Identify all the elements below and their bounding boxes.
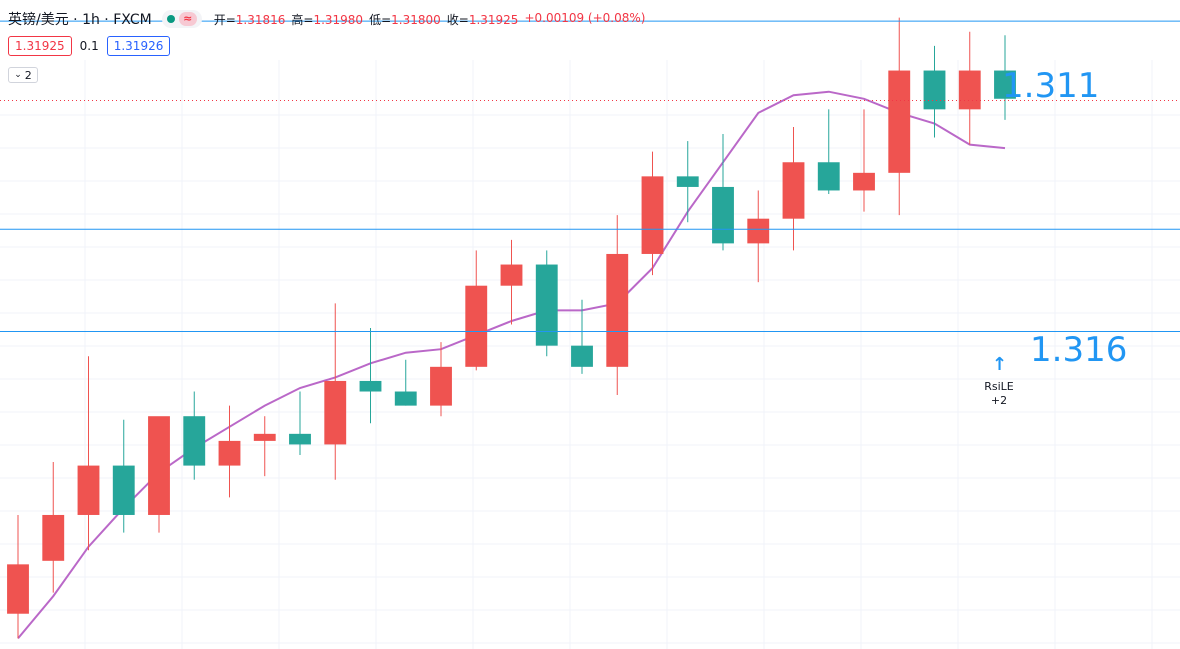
candle-body	[148, 416, 170, 515]
candle-body	[289, 433, 311, 445]
ohlc-high: 高=1.31980	[291, 11, 363, 28]
candle-body	[782, 162, 805, 219]
level-label-mid: 1.316	[1030, 330, 1128, 370]
high-label: 高=	[291, 12, 314, 27]
indicators-count: 2	[24, 68, 32, 82]
candle-body	[994, 70, 1016, 99]
status-pill[interactable]: ≈	[161, 10, 202, 28]
low-label: 低=	[369, 12, 392, 27]
candle-body	[853, 172, 875, 191]
candle-body	[676, 176, 699, 187]
signal-qty: +2	[990, 394, 1008, 407]
candle-body	[77, 465, 100, 515]
candle-body	[888, 70, 911, 173]
signal-name: RsiLE	[984, 380, 1014, 393]
market-status[interactable]: ≈	[161, 10, 202, 28]
close-label: 收=	[446, 12, 469, 27]
close-value: 1.31925	[468, 12, 519, 27]
chart-grid	[0, 60, 1180, 649]
market-open-dot-icon	[166, 15, 175, 23]
candle-body	[7, 564, 29, 614]
ohlc-values: 开=1.31816 高=1.31980 低=1.31800 收=1.31925 …	[214, 11, 646, 28]
candle-body	[218, 440, 241, 466]
spread-value: 0.1	[79, 39, 99, 53]
candle-body	[712, 186, 734, 244]
candle-body	[394, 391, 417, 406]
candle-body	[359, 380, 382, 392]
candle-body	[641, 176, 664, 254]
open-label: 开=	[213, 12, 236, 27]
candle-body	[430, 366, 452, 406]
candle-body	[324, 380, 347, 445]
candle-body	[253, 433, 276, 441]
level-label-top: 1.311	[1002, 66, 1100, 106]
candle-body	[535, 264, 558, 346]
candle-body	[958, 70, 981, 110]
candle-body	[112, 465, 135, 515]
candle-body	[606, 253, 629, 367]
sell-button[interactable]: 1.31925	[8, 36, 72, 56]
open-value: 1.31816	[235, 12, 286, 27]
ohlc-low: 低=1.31800	[369, 11, 441, 28]
approx-data-icon: ≈	[178, 12, 197, 26]
candle-body	[42, 514, 65, 561]
high-value: 1.31980	[313, 12, 364, 27]
chart-legend: 英镑/美元 · 1h · FXCM ≈ 开=1.31816 高=1.31980 …	[8, 8, 645, 30]
ohlc-close: 收=1.31925	[447, 11, 519, 28]
trade-panel: 1.31925 0.1 1.31926	[8, 36, 171, 56]
change-value: +0.00109 (+0.08%)	[524, 10, 646, 25]
candle-body	[500, 264, 523, 286]
symbol-title[interactable]: 英镑/美元 · 1h · FXCM	[8, 12, 152, 28]
candles-layer	[7, 17, 1016, 639]
candle-body	[465, 285, 488, 367]
candle-body	[923, 70, 946, 110]
ohlc-open: 开=1.31816	[214, 11, 286, 28]
low-value: 1.31800	[391, 12, 441, 27]
candle-body	[183, 416, 206, 466]
candle-body	[817, 162, 840, 191]
signal-label: RsiLE +2	[980, 380, 1018, 408]
arrow-up-icon: ↑	[992, 354, 1008, 375]
buy-button[interactable]: 1.31926	[106, 36, 171, 56]
chevron-down-icon: ⌄	[14, 69, 22, 80]
candle-body	[747, 218, 770, 244]
indicators-toggle-button[interactable]: ⌄ 2	[8, 67, 38, 83]
candle-body	[571, 345, 593, 367]
